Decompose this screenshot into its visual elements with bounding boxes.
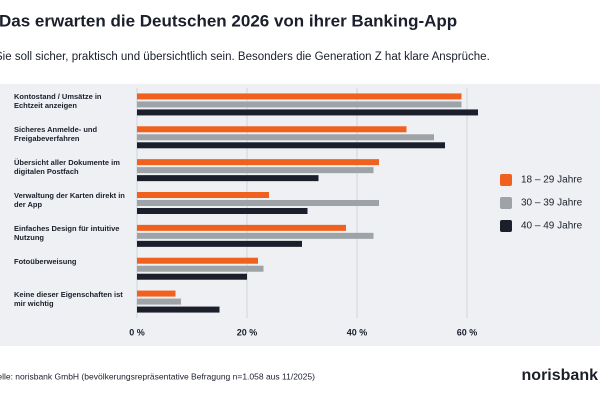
bar xyxy=(137,298,181,305)
source: Quelle: norisbank GmbH (bevölkerungsrepr… xyxy=(0,371,315,381)
chart-subtitle: Sie soll sicher, praktisch und übersicht… xyxy=(0,51,490,63)
bar xyxy=(137,142,445,149)
bar xyxy=(137,290,176,297)
y-tick-label: Einfaches Design für intuitive Nutzung xyxy=(14,223,120,242)
x-tick-label: 60 % xyxy=(457,327,478,337)
chart-title: Das erwarten die Deutschen 2026 von ihre… xyxy=(0,11,457,30)
bar xyxy=(137,192,269,198)
legend-swatch xyxy=(500,197,512,209)
y-tick-label: Übersicht aller Dokumente im digitalen P… xyxy=(14,158,120,177)
bar xyxy=(137,101,462,108)
y-tick-label: Kontostand / Umsätze in Echtzeit anzeige… xyxy=(14,92,102,111)
y-tick-label: Fotoüberweisung xyxy=(14,256,77,266)
bar xyxy=(137,265,264,272)
bar xyxy=(137,257,258,264)
legend-swatch xyxy=(500,174,512,186)
bar xyxy=(137,224,346,231)
bar xyxy=(137,109,478,116)
x-tick-label: 40 % xyxy=(347,327,368,337)
legend-label: 18 – 29 Jahre xyxy=(521,175,583,186)
bar xyxy=(137,240,302,247)
bar xyxy=(137,134,434,141)
x-tick-label: 20 % xyxy=(237,327,258,337)
legend-label: 40 – 49 Jahre xyxy=(521,221,583,232)
legend-swatch xyxy=(500,220,512,232)
logo: norisbank xyxy=(522,367,599,384)
bar xyxy=(137,232,374,239)
bar xyxy=(137,167,374,174)
bar xyxy=(137,208,308,214)
bar xyxy=(137,93,462,100)
bar xyxy=(137,175,319,182)
y-tick-label: Sicheres Anmelde- und Freigabeverfahren xyxy=(14,125,98,144)
y-tick-label: Keine dieser Eigenschaften ist mir wicht… xyxy=(14,289,123,308)
bar xyxy=(137,126,407,133)
y-tick-label: Verwaltung der Karten direkt in der App xyxy=(14,191,125,209)
legend-label: 30 – 39 Jahre xyxy=(521,198,583,209)
x-tick-label: 0 % xyxy=(129,327,145,337)
bar xyxy=(137,200,379,206)
bar xyxy=(137,306,220,313)
bar xyxy=(137,273,247,280)
bar xyxy=(137,159,379,166)
